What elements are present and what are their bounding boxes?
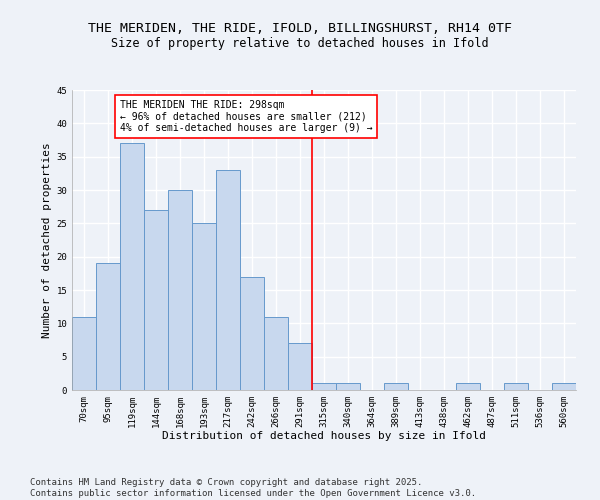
Bar — [504, 384, 528, 390]
Bar — [192, 224, 216, 390]
Bar — [144, 210, 168, 390]
X-axis label: Distribution of detached houses by size in Ifold: Distribution of detached houses by size … — [162, 432, 486, 442]
Bar — [120, 144, 144, 390]
Text: Size of property relative to detached houses in Ifold: Size of property relative to detached ho… — [111, 38, 489, 51]
Bar — [312, 384, 336, 390]
Bar — [456, 384, 480, 390]
Text: Contains HM Land Registry data © Crown copyright and database right 2025.
Contai: Contains HM Land Registry data © Crown c… — [30, 478, 476, 498]
Bar — [216, 170, 240, 390]
Bar — [552, 384, 576, 390]
Bar — [168, 190, 192, 390]
Bar — [264, 316, 288, 390]
Text: THE MERIDEN, THE RIDE, IFOLD, BILLINGSHURST, RH14 0TF: THE MERIDEN, THE RIDE, IFOLD, BILLINGSHU… — [88, 22, 512, 36]
Bar — [96, 264, 120, 390]
Bar — [288, 344, 312, 390]
Bar — [384, 384, 408, 390]
Text: THE MERIDEN THE RIDE: 298sqm
← 96% of detached houses are smaller (212)
4% of se: THE MERIDEN THE RIDE: 298sqm ← 96% of de… — [120, 100, 373, 133]
Y-axis label: Number of detached properties: Number of detached properties — [42, 142, 52, 338]
Bar — [336, 384, 360, 390]
Bar — [72, 316, 96, 390]
Bar — [240, 276, 264, 390]
